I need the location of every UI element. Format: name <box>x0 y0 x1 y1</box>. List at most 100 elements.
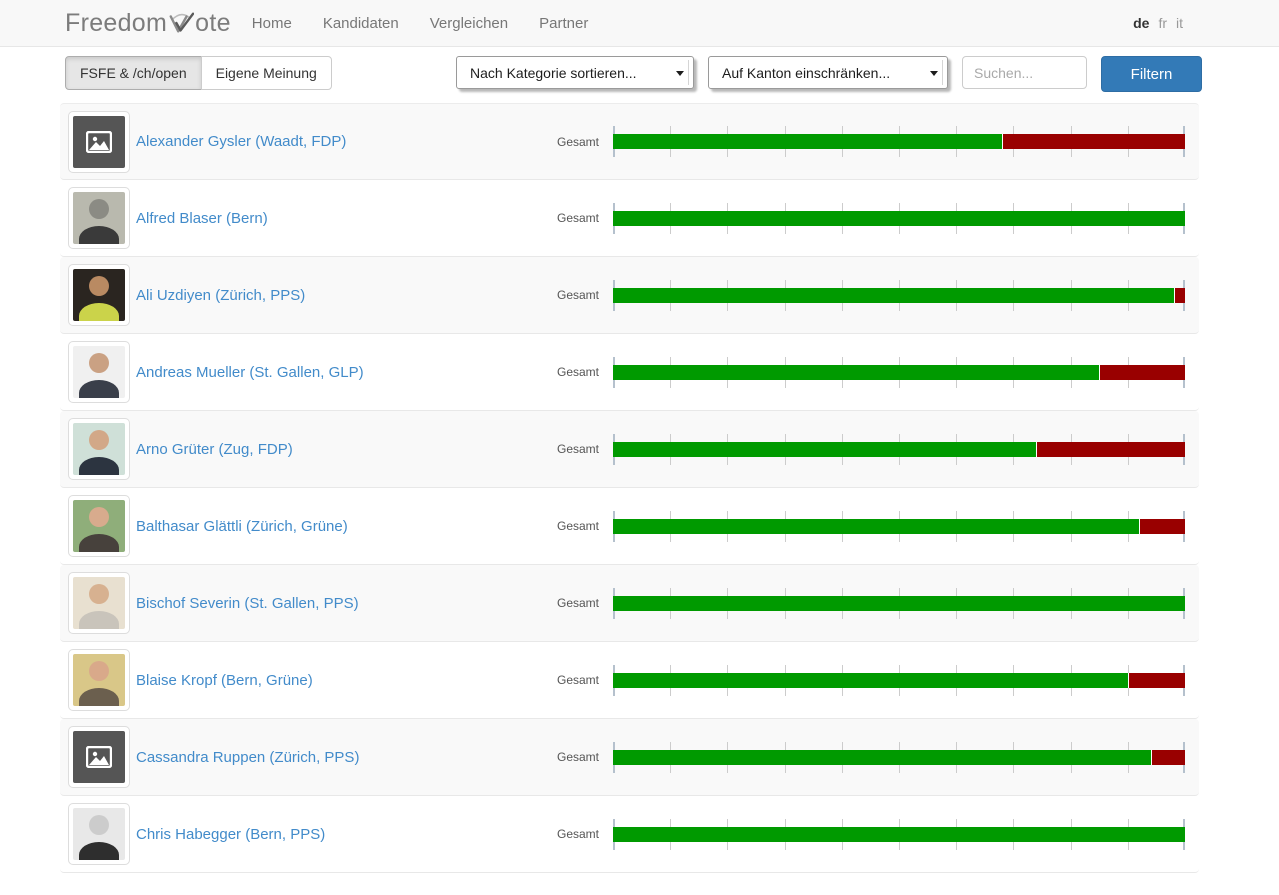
candidate-photo[interactable] <box>68 264 130 326</box>
candidate-name-link[interactable]: Ali Uzdiyen (Zürich, PPS) <box>136 286 306 304</box>
category-sort-value: Nach Kategorie sortieren... <box>470 64 637 81</box>
candidate-name-link[interactable]: Alfred Blaser (Bern) <box>136 209 268 227</box>
nav-item-home[interactable]: Home <box>251 14 292 32</box>
filter-submit-button[interactable]: Filtern <box>1101 56 1202 92</box>
score-bar-red-segment <box>1001 134 1185 149</box>
candidate-row: Ali Uzdiyen (Zürich, PPS) Gesamt <box>60 257 1199 334</box>
image-placeholder-icon <box>86 130 112 153</box>
score-bar <box>613 510 1185 542</box>
avatar <box>73 731 125 783</box>
category-sort-select[interactable]: Nach Kategorie sortieren... <box>456 56 694 89</box>
candidate-photo[interactable] <box>68 187 130 249</box>
avatar <box>73 577 125 629</box>
avatar <box>73 115 125 168</box>
candidate-row: Alexander Gysler (Waadt, FDP) Gesamt <box>60 103 1199 180</box>
score-area: Gesamt <box>557 818 1199 850</box>
avatar-torso <box>79 303 119 321</box>
nav-item-vergleichen[interactable]: Vergleichen <box>429 14 509 32</box>
avatar-torso <box>79 688 119 706</box>
toggle-eigene-meinung[interactable]: Eigene Meinung <box>200 56 332 90</box>
language-switcher: de fr it <box>1133 15 1183 31</box>
candidate-name-link[interactable]: Alexander Gysler (Waadt, FDP) <box>136 133 347 150</box>
candidate-name-link[interactable]: Andreas Mueller (St. Gallen, GLP) <box>136 363 364 381</box>
nav-item-kandidaten[interactable]: Kandidaten <box>322 14 399 32</box>
score-label: Gesamt <box>556 442 599 456</box>
score-bar <box>613 202 1185 234</box>
avatar <box>73 269 125 321</box>
candidate-photo[interactable] <box>68 803 130 865</box>
score-bar-green-segment <box>613 364 1100 380</box>
candidate-name-link[interactable]: Blaise Kropf (Bern, Grüne) <box>136 671 313 689</box>
logo[interactable]: Freedom ote <box>65 9 231 38</box>
score-bar-track <box>613 364 1185 380</box>
candidate-name-link[interactable]: Arno Grüter (Zug, FDP) <box>136 440 293 458</box>
candidate-name-link[interactable]: Balthasar Glättli (Zürich, Grüne) <box>136 517 348 535</box>
score-bar-green-segment <box>613 441 1037 457</box>
opinion-toggle-group: FSFE & /ch/open Eigene Meinung <box>65 56 332 90</box>
candidate-photo[interactable] <box>68 341 130 403</box>
candidate-photo[interactable] <box>68 110 130 173</box>
avatar <box>73 808 125 860</box>
score-area: Gesamt <box>557 202 1199 234</box>
avatar <box>73 500 125 552</box>
logo-text-suffix: ote <box>195 8 231 37</box>
candidate-photo[interactable] <box>68 572 130 634</box>
lang-de[interactable]: de <box>1133 15 1150 31</box>
score-area: Gesamt <box>557 587 1199 619</box>
lang-it[interactable]: it <box>1176 15 1183 31</box>
candidate-row: Chris Habegger (Bern, PPS) Gesamt <box>60 796 1199 873</box>
score-area: Gesamt <box>557 741 1199 773</box>
avatar-torso <box>79 457 119 475</box>
score-bar-green-segment <box>613 826 1185 842</box>
candidate-photo[interactable] <box>68 649 130 711</box>
avatar-torso <box>79 226 119 244</box>
score-bar-red-segment <box>1139 518 1185 534</box>
candidate-row: Balthasar Glättli (Zürich, Grüne) Gesamt <box>60 488 1199 565</box>
avatar-head <box>89 815 109 835</box>
score-bar <box>613 279 1185 311</box>
search-input[interactable] <box>962 56 1087 89</box>
score-bar <box>613 356 1185 388</box>
score-area: Gesamt <box>557 510 1199 542</box>
navbar: Freedom ote Home Kandidaten Vergleichen … <box>0 0 1279 47</box>
score-bar <box>613 126 1185 157</box>
filter-controls: Nach Kategorie sortieren... Auf Kanton e… <box>456 56 1202 92</box>
score-bar <box>613 741 1185 773</box>
candidate-row: Bischof Severin (St. Gallen, PPS) Gesamt <box>60 565 1199 642</box>
nav-item-partner[interactable]: Partner <box>539 14 589 32</box>
score-bar-track <box>613 672 1185 688</box>
score-bar-track <box>613 826 1185 842</box>
score-label: Gesamt <box>556 134 599 149</box>
candidate-row: Blaise Kropf (Bern, Grüne) Gesamt <box>60 642 1199 719</box>
score-bar-red-segment <box>1127 672 1185 688</box>
score-bar-green-segment <box>613 749 1151 765</box>
score-bar-track <box>613 210 1185 226</box>
logo-text-prefix: Freedom <box>65 8 168 37</box>
score-bar-green-segment <box>613 210 1185 226</box>
avatar-head <box>89 507 109 527</box>
avatar <box>73 423 125 475</box>
score-bar-red-segment <box>1036 441 1185 457</box>
lang-fr[interactable]: fr <box>1158 15 1167 31</box>
avatar-torso <box>79 611 119 629</box>
score-bar <box>613 587 1185 619</box>
avatar-head <box>89 276 109 296</box>
avatar-head <box>89 430 109 450</box>
score-bar-track <box>613 518 1185 534</box>
candidate-name-link[interactable]: Cassandra Ruppen (Zürich, PPS) <box>136 748 360 766</box>
candidate-photo[interactable] <box>68 418 130 480</box>
candidate-name-link[interactable]: Chris Habegger (Bern, PPS) <box>136 825 326 843</box>
score-area: Gesamt <box>557 126 1199 157</box>
score-bar-green-segment <box>613 595 1185 611</box>
candidate-row: Andreas Mueller (St. Gallen, GLP) Gesamt <box>60 334 1199 411</box>
score-area: Gesamt <box>557 356 1199 388</box>
score-bar-track <box>613 595 1185 611</box>
image-placeholder-icon <box>86 746 112 768</box>
candidate-photo[interactable] <box>68 495 130 557</box>
candidate-name-link[interactable]: Bischof Severin (St. Gallen, PPS) <box>136 594 359 612</box>
canton-filter-select[interactable]: Auf Kanton einschränken... <box>708 56 948 89</box>
toggle-fsfe-chopen[interactable]: FSFE & /ch/open <box>65 56 202 90</box>
avatar-torso <box>79 380 119 398</box>
avatar <box>73 192 125 244</box>
candidate-photo[interactable] <box>68 726 130 788</box>
